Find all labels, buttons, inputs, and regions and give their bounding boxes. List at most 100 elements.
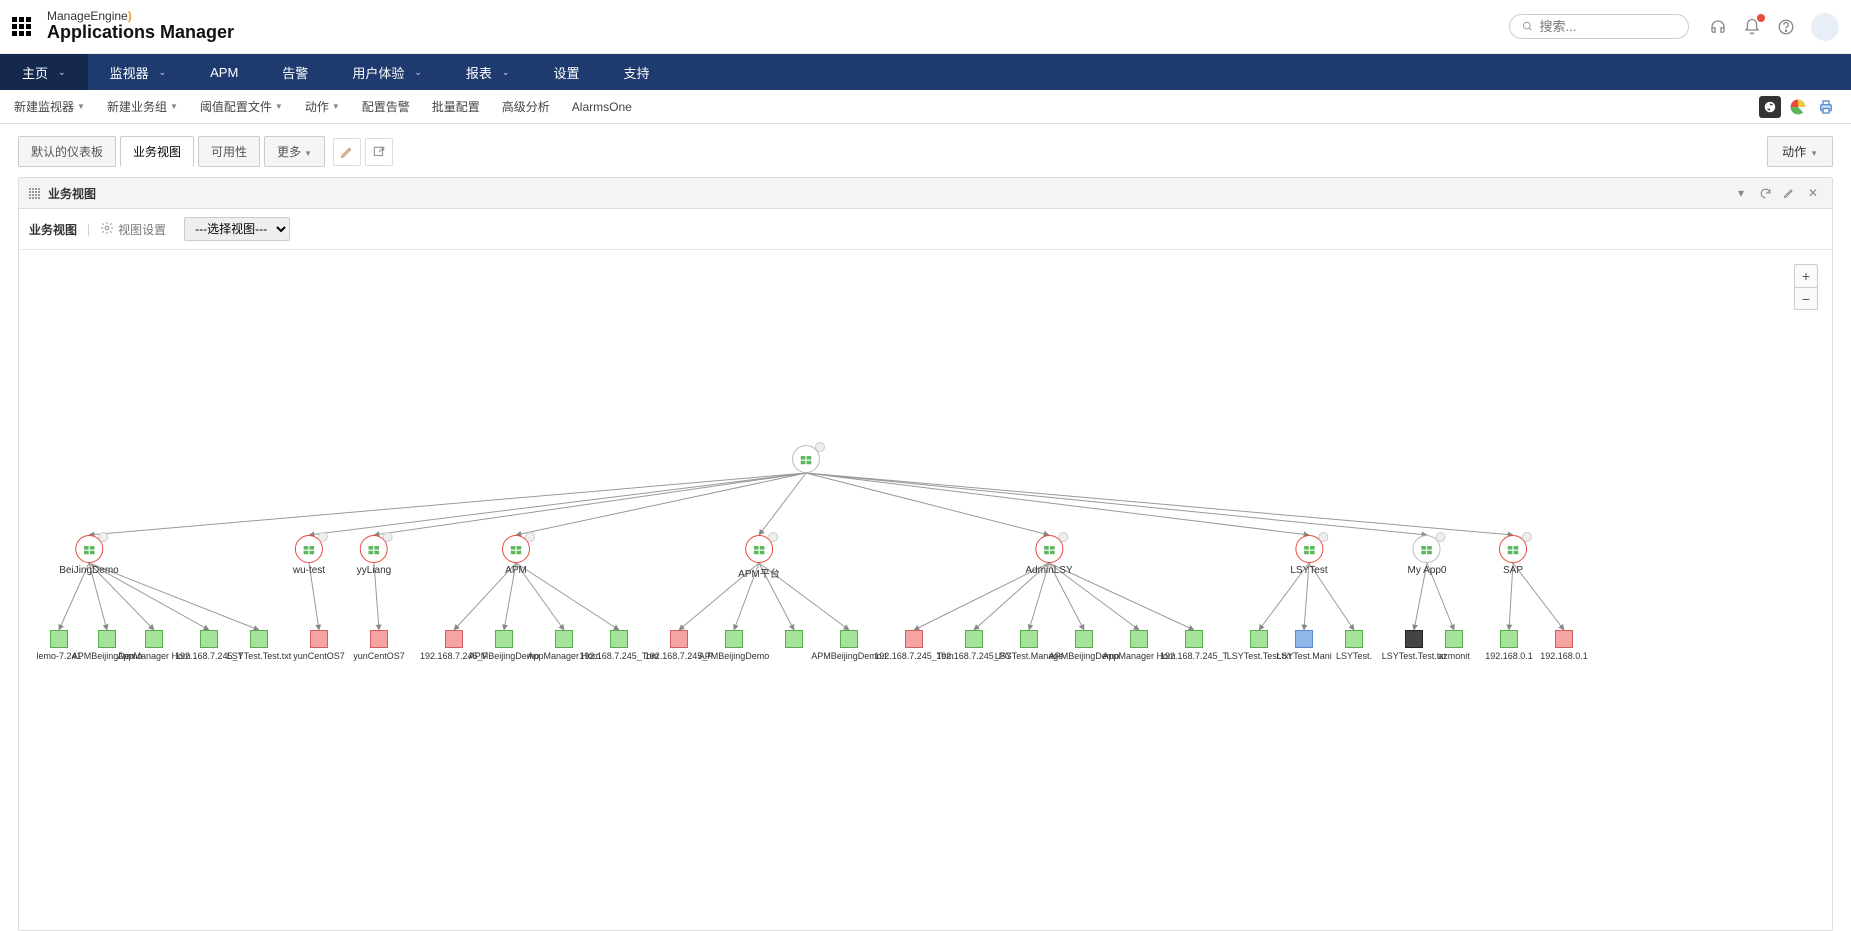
topology-leaf[interactable]: AppManager Hom <box>145 630 163 661</box>
topology-node[interactable]: yyLiang <box>357 535 391 576</box>
sub-item-7[interactable]: AlarmsOne <box>572 100 632 114</box>
pie-chart-icon[interactable] <box>1787 96 1809 118</box>
topology-leaf[interactable]: 192.168.7.245_P <box>670 630 688 661</box>
tab-2[interactable]: 可用性 <box>198 136 260 167</box>
export-tab-icon[interactable] <box>365 138 393 166</box>
topology-node[interactable]: AdminLSY <box>1025 535 1072 576</box>
topology-node[interactable]: wu-test <box>293 535 325 576</box>
topology-leaf[interactable]: 192.168.0.1 <box>1555 630 1573 661</box>
apps-grid-icon[interactable] <box>12 17 31 36</box>
topology-leaf[interactable]: LSYTest.Manage <box>1020 630 1038 661</box>
nav-item-1[interactable]: 监视器⌄ <box>88 54 189 90</box>
camera-icon[interactable] <box>1759 96 1781 118</box>
leaf-icon <box>840 630 858 648</box>
chevron-down-icon: ▼ <box>304 149 312 158</box>
zoom-in-button[interactable]: + <box>1795 265 1817 287</box>
sub-item-5[interactable]: 批量配置 <box>432 98 480 115</box>
topology-leaf[interactable] <box>785 630 803 651</box>
leaf-icon <box>250 630 268 648</box>
nav-item-label: 支持 <box>623 63 649 82</box>
search-input[interactable] <box>1540 19 1676 34</box>
sub-item-6[interactable]: 高级分析 <box>502 98 550 115</box>
topology-leaf[interactable]: AppManager Hom <box>555 630 573 661</box>
headset-icon[interactable] <box>1707 16 1729 38</box>
topology-leaf[interactable]: AppManager Hom <box>1130 630 1148 661</box>
topology-leaf[interactable]: 192.168.0.1 <box>1500 630 1518 661</box>
topology-node[interactable]: My App0 <box>1408 535 1447 576</box>
nav-item-3[interactable]: 告警 <box>260 54 330 90</box>
help-icon[interactable] <box>1775 16 1797 38</box>
topology-leaf[interactable]: 192.168.7.245_T <box>1185 630 1203 661</box>
topology-leaf[interactable]: 192.168.7.245_Tom <box>610 630 628 661</box>
leaf-icon <box>1500 630 1518 648</box>
nav-item-5[interactable]: 报表⌄ <box>444 54 532 90</box>
sub-item-3[interactable]: 动作▼ <box>305 98 340 115</box>
grip-icon[interactable] <box>29 188 40 199</box>
topology-node[interactable]: APM平台 <box>738 535 780 580</box>
chevron-down-icon: ▼ <box>332 102 340 111</box>
edit-panel-icon[interactable] <box>1780 184 1798 202</box>
topology-leaf[interactable]: APMBeijingDemo <box>725 630 743 661</box>
topology-leaf[interactable]: APMBeijingDemo <box>495 630 513 661</box>
node-badge <box>383 532 393 542</box>
tabs-row: 默认的仪表板业务视图可用性更多▼ 动作▼ <box>18 136 1833 167</box>
sub-item-2[interactable]: 阈值配置文件▼ <box>200 98 283 115</box>
sub-item-0[interactable]: 新建监视器▼ <box>14 98 85 115</box>
printer-icon[interactable] <box>1815 96 1837 118</box>
topology-root-node[interactable] <box>792 445 820 473</box>
topology-leaf[interactable]: yunCentOS7 <box>370 630 388 661</box>
sub-item-1[interactable]: 新建业务组▼ <box>107 98 178 115</box>
topology-leaf[interactable]: 192.168.7.245_Tom <box>905 630 923 661</box>
topology-leaf[interactable]: LSYTest.Test.txt <box>250 630 268 661</box>
node-badge <box>318 532 328 542</box>
topology-node[interactable]: APM <box>502 535 530 576</box>
nav-item-2[interactable]: APM <box>188 54 260 90</box>
search-box[interactable] <box>1509 14 1689 39</box>
topology-leaf[interactable]: azmonit <box>1445 630 1463 661</box>
node-badge <box>1318 532 1328 542</box>
panel-subbar: 业务视图 | 视图设置 ---选择视图--- <box>19 209 1832 250</box>
topology-node[interactable]: BeiJingDemo <box>59 535 118 576</box>
leaf-icon <box>495 630 513 648</box>
gear-icon[interactable] <box>100 221 114 238</box>
node-icon <box>82 542 96 556</box>
node-label: APM平台 <box>738 565 780 580</box>
topology-canvas[interactable]: + − BeiJingDemo wu-test yyLiang APM APM平台 Adm… <box>19 250 1832 930</box>
tab-1[interactable]: 业务视图 <box>120 136 194 167</box>
topology-leaf[interactable]: 192.168.7.245_PG <box>965 630 983 661</box>
tab-0[interactable]: 默认的仪表板 <box>18 136 116 167</box>
view-select[interactable]: ---选择视图--- <box>184 217 290 241</box>
nav-item-0[interactable]: 主页⌄ <box>0 54 88 90</box>
node-badge <box>1522 532 1532 542</box>
topology-leaf[interactable]: APMBeijingDemo.t <box>840 630 858 661</box>
view-settings-link[interactable]: 视图设置 <box>118 221 166 238</box>
nav-item-6[interactable]: 设置 <box>531 54 601 90</box>
user-avatar[interactable] <box>1811 13 1839 41</box>
topology-leaf[interactable]: APMBeijingDemo <box>1075 630 1093 661</box>
panel-sub-title: 业务视图 <box>29 221 77 238</box>
edit-tab-icon[interactable] <box>333 138 361 166</box>
leaf-icon <box>905 630 923 648</box>
tab-3[interactable]: 更多▼ <box>264 136 325 167</box>
top-header: ManageEngine) Applications Manager <box>0 0 1851 54</box>
zoom-out-button[interactable]: − <box>1795 287 1817 309</box>
actions-button[interactable]: 动作▼ <box>1767 136 1833 167</box>
leaf-icon <box>1445 630 1463 648</box>
topology-leaf[interactable]: LSYTest. <box>1345 630 1363 661</box>
nav-item-7[interactable]: 支持 <box>601 54 671 90</box>
sub-item-4[interactable]: 配置告警 <box>362 98 410 115</box>
nav-item-label: APM <box>210 65 238 80</box>
topology-leaf[interactable]: yunCentOS7 <box>310 630 328 661</box>
topology-node[interactable]: LSYTest <box>1290 535 1327 576</box>
nav-item-label: 主页 <box>22 63 48 82</box>
leaf-icon <box>965 630 983 648</box>
sub-toolbar: 新建监视器▼ 新建业务组▼ 阈值配置文件▼ 动作▼ 配置告警 批量配置 高级分析 Alarms… <box>0 90 1851 124</box>
bell-icon[interactable] <box>1741 16 1763 38</box>
nav-item-4[interactable]: 用户体验⌄ <box>330 54 444 90</box>
leaf-icon <box>370 630 388 648</box>
refresh-icon[interactable] <box>1756 184 1774 202</box>
search-icon <box>1522 20 1534 33</box>
close-panel-icon[interactable]: ✕ <box>1804 184 1822 202</box>
collapse-icon[interactable]: ▾ <box>1732 184 1750 202</box>
topology-node[interactable]: SAP <box>1499 535 1527 576</box>
